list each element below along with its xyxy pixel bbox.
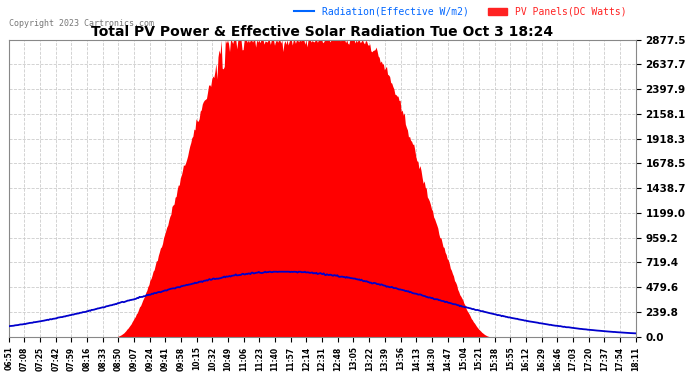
Title: Total PV Power & Effective Solar Radiation Tue Oct 3 18:24: Total PV Power & Effective Solar Radiati… xyxy=(91,25,553,39)
Legend: Radiation(Effective W/m2), PV Panels(DC Watts): Radiation(Effective W/m2), PV Panels(DC … xyxy=(290,3,631,21)
Text: Copyright 2023 Cartronics.com: Copyright 2023 Cartronics.com xyxy=(9,19,154,28)
